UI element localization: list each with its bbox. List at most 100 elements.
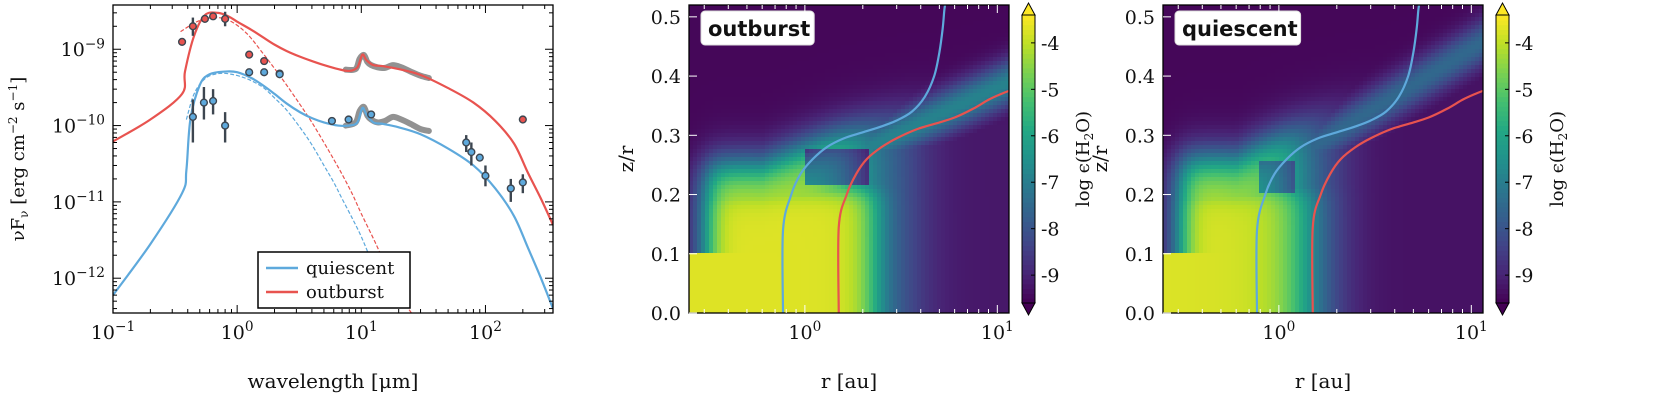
heatmap-cell — [901, 81, 906, 86]
heatmap-cell — [801, 113, 806, 118]
heatmap-cell — [753, 301, 758, 306]
heatmap-cell — [929, 37, 934, 42]
heatmap-cell — [757, 277, 762, 282]
heatmap-cell — [801, 265, 806, 270]
heatmap-cell — [897, 265, 902, 270]
heatmap-cell — [913, 9, 918, 14]
heatmap-cell — [893, 205, 898, 210]
heatmap-cell — [925, 77, 930, 82]
heatmap-cell — [697, 145, 702, 150]
heatmap-cell — [805, 85, 810, 90]
heatmap-cell — [889, 293, 894, 298]
heatmap-cell — [709, 141, 714, 146]
heatmap-cell — [925, 153, 930, 158]
heatmap-cell — [781, 93, 786, 98]
heatmap-cell — [745, 225, 750, 230]
heatmap-cell — [909, 21, 914, 26]
heatmap-cell — [889, 5, 894, 10]
heatmap-cell — [769, 229, 774, 234]
heatmap-cell — [813, 57, 818, 62]
heatmap-cell — [813, 233, 818, 238]
heatmap-cell — [849, 161, 854, 166]
heatmap-cell — [889, 173, 894, 178]
heatmap-cell — [885, 269, 890, 274]
heatmap-cell — [777, 53, 782, 58]
heatmap-cell — [721, 117, 726, 122]
heatmap-cell — [901, 21, 906, 26]
heatmap-cell — [701, 269, 706, 274]
heatmap-cell — [929, 57, 934, 62]
heatmap-cell — [717, 85, 722, 90]
heatmap-cell — [733, 85, 738, 90]
heatmap-cell — [737, 237, 742, 242]
heatmap-cell — [905, 201, 910, 206]
heatmap-cell — [861, 149, 866, 154]
heatmap-cell — [697, 89, 702, 94]
heatmap-cell — [837, 61, 842, 66]
heatmap-cell — [721, 81, 726, 86]
heatmap-cell — [793, 93, 798, 98]
heatmap-cell — [889, 65, 894, 70]
heatmap-cell — [929, 41, 934, 46]
heatmap-cell — [893, 309, 898, 313]
heatmap-cell — [881, 29, 886, 34]
heatmap-cell — [837, 53, 842, 58]
heatmap-cell — [753, 281, 758, 286]
heatmap-cell — [773, 285, 778, 290]
heatmap-cell — [913, 101, 918, 106]
heatmap-cell — [913, 69, 918, 74]
heatmap-cell — [869, 121, 874, 126]
heatmap-cell — [733, 161, 738, 166]
heatmap-cell — [861, 137, 866, 142]
heatmap-cell — [737, 77, 742, 82]
heatmap-cell — [917, 37, 922, 42]
heatmap-cell — [913, 5, 918, 10]
heatmap-cell — [885, 205, 890, 210]
heatmap-cell — [881, 305, 886, 310]
heatmap-cell — [921, 169, 926, 174]
heatmap-cell — [729, 229, 734, 234]
heatmap-cell — [813, 205, 818, 210]
heatmap-cell — [925, 37, 930, 42]
heatmap-cell — [797, 225, 802, 230]
heatmap-cell — [873, 129, 878, 134]
heatmap-cell — [841, 97, 846, 102]
heatmap-cell — [893, 277, 898, 282]
heatmap-cell — [769, 101, 774, 106]
heatmap-cell — [765, 121, 770, 126]
heatmap-cell — [925, 209, 930, 214]
heatmap-cell — [797, 101, 802, 106]
heatmap-cell — [897, 37, 902, 42]
y-tick-label-exp: −10 — [76, 113, 105, 129]
heatmap-cell — [925, 85, 930, 90]
heatmap-cell — [697, 257, 702, 262]
heatmap-cell — [917, 225, 922, 230]
heatmap-cell — [929, 125, 934, 130]
heatmap-cell — [825, 249, 830, 254]
heatmap-cell — [737, 117, 742, 122]
heatmap-cell — [929, 93, 934, 98]
heatmap-area — [689, 5, 1009, 313]
heatmap-cell — [833, 209, 838, 214]
heatmap-cell — [893, 249, 898, 254]
heatmap-cell — [693, 229, 698, 234]
heatmap-cell — [801, 253, 806, 258]
heatmap-cell — [869, 33, 874, 38]
x-tick-label-base: 10 — [91, 322, 115, 344]
heatmap-cell — [933, 221, 938, 226]
heatmap-cell — [897, 33, 902, 38]
heatmap-cell — [909, 65, 914, 70]
heatmap-cell — [837, 141, 842, 146]
heatmap-cell — [801, 73, 806, 78]
heatmap-cell — [853, 201, 858, 206]
heatmap-cell — [925, 277, 930, 282]
heatmap-cell — [933, 5, 938, 10]
heatmap-cell — [861, 69, 866, 74]
heatmap-cell — [869, 117, 874, 122]
heatmap-cell — [733, 193, 738, 198]
heatmap-cell — [725, 253, 730, 258]
heatmap-cell — [749, 57, 754, 62]
heatmap-cell — [725, 117, 730, 122]
heatmap-cell — [893, 45, 898, 50]
heatmap-cell — [813, 193, 818, 198]
